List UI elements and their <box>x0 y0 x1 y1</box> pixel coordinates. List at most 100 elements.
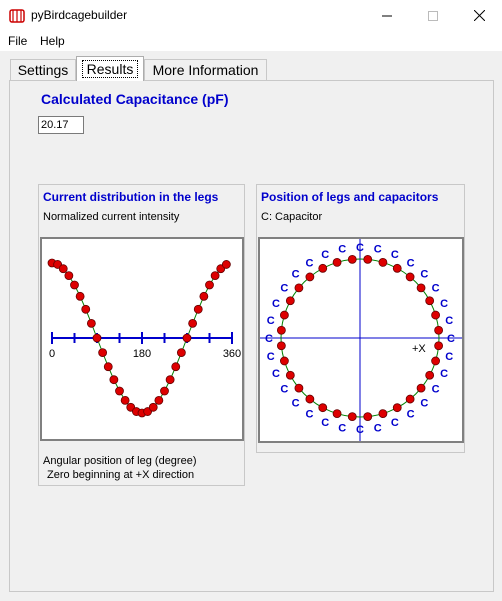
leg-point <box>347 254 357 264</box>
leg-point <box>363 254 373 264</box>
current-data-point <box>70 280 79 290</box>
leg-point <box>425 370 435 380</box>
leg-point <box>434 341 444 351</box>
leg-point <box>318 263 328 273</box>
capacitor-label: C <box>305 409 313 421</box>
tab-results-label: Results <box>81 60 139 78</box>
tab-more-information-label: More Information <box>152 62 259 78</box>
maximize-icon <box>428 10 438 21</box>
current-data-point <box>109 375 119 385</box>
capacitor-label: C <box>338 422 346 434</box>
current-data-point <box>154 395 164 405</box>
current-data-point <box>120 395 130 405</box>
window-title: pyBirdcagebuilder <box>31 8 128 22</box>
current-data-point <box>160 386 169 396</box>
position-title: Position of legs and capacitors <box>261 190 439 204</box>
capacitor-label: C <box>356 242 364 254</box>
leg-point <box>416 283 426 293</box>
x-tick-label: 0 <box>49 348 55 360</box>
tab-results[interactable]: Results <box>76 56 144 81</box>
tab-more-information[interactable]: More Information <box>144 59 267 80</box>
leg-point <box>280 356 289 366</box>
menu-bar: File Help <box>0 31 502 51</box>
leg-point <box>392 263 402 273</box>
capacitor-label: C <box>445 315 453 327</box>
leg-point <box>405 272 415 282</box>
capacitor-label: C <box>420 269 428 281</box>
capacitor-label: C <box>391 417 399 429</box>
capacitor-label: C <box>407 409 415 421</box>
current-distribution-xlabel: Angular position of leg (degree) <box>43 455 197 467</box>
position-plot: +X C C C C C C C C C C C C C C C C C C C C C C C C C C C C C C C C <box>258 237 464 443</box>
tab-settings[interactable]: Settings <box>10 59 76 80</box>
capacitance-heading: Calculated Capacitance (pF) <box>41 91 229 107</box>
current-distribution-chart: 0 180 360 <box>47 258 241 418</box>
current-data-point <box>182 333 192 343</box>
close-icon <box>473 10 485 21</box>
leg-point <box>294 283 304 293</box>
capacitor-label: C <box>432 282 440 294</box>
capacitor-label: C <box>374 244 382 256</box>
capacitor-label: C <box>447 333 455 345</box>
capacitor-label: C <box>440 298 448 310</box>
current-data-point <box>81 304 91 314</box>
capacitor-label: C <box>440 368 448 380</box>
capacitor-label: C <box>280 384 288 396</box>
maximize-button[interactable] <box>410 0 456 31</box>
capacitor-label: C <box>272 368 280 380</box>
current-distribution-title: Current distribution in the legs <box>43 190 219 204</box>
current-data-point <box>193 304 203 314</box>
tab-settings-label: Settings <box>17 62 69 78</box>
current-data-point <box>115 386 124 396</box>
current-data-point <box>199 291 209 301</box>
current-data-point <box>188 318 198 328</box>
leg-point <box>305 272 315 282</box>
leg-point <box>431 310 440 320</box>
capacitor-label: C <box>267 351 275 363</box>
current-data-point <box>92 333 102 343</box>
leg-point <box>347 412 357 422</box>
capacitor-label: C <box>432 384 440 396</box>
current-distribution-subtitle: Normalized current intensity <box>43 211 180 223</box>
leg-point <box>416 383 426 393</box>
menu-help[interactable]: Help <box>40 34 65 48</box>
current-data-point <box>64 271 74 281</box>
leg-point <box>318 403 328 413</box>
capacitor-label: C <box>280 282 288 294</box>
capacitor-label: C <box>321 417 329 429</box>
leg-point <box>425 296 435 306</box>
current-data-point <box>58 264 68 274</box>
leg-point <box>363 412 373 422</box>
leg-point <box>431 356 440 366</box>
leg-point <box>378 409 388 418</box>
capacitor-label: C <box>292 269 300 281</box>
capacitor-label: C <box>272 298 280 310</box>
capacitor-label: C <box>374 422 382 434</box>
leg-point <box>276 325 286 335</box>
current-data-point <box>165 375 175 385</box>
capacitor-label: C <box>267 315 275 327</box>
close-button[interactable] <box>456 0 502 31</box>
current-data-point <box>210 271 220 281</box>
capacitor-label: C <box>338 244 346 256</box>
current-data-point <box>98 348 108 358</box>
leg-point <box>332 258 342 267</box>
capacitance-value-field[interactable] <box>38 116 84 134</box>
leg-point <box>294 383 304 393</box>
leg-point <box>378 258 388 267</box>
leg-point <box>434 325 444 335</box>
menu-file[interactable]: File <box>8 34 28 48</box>
capacitor-label: C <box>420 397 428 409</box>
leg-point <box>285 370 295 380</box>
ring-line <box>280 258 440 418</box>
leg-point <box>405 394 415 404</box>
current-data-point <box>205 280 214 290</box>
current-distribution-plot: 0 180 360 <box>40 237 244 441</box>
leg-point <box>276 341 286 351</box>
capacitor-label: C <box>391 249 399 261</box>
capacitor-label: C <box>445 351 453 363</box>
birdcage-app-icon <box>9 9 25 23</box>
x-axis-label: +X <box>412 343 426 355</box>
minimize-button[interactable] <box>364 0 410 31</box>
current-data-point <box>176 348 186 358</box>
